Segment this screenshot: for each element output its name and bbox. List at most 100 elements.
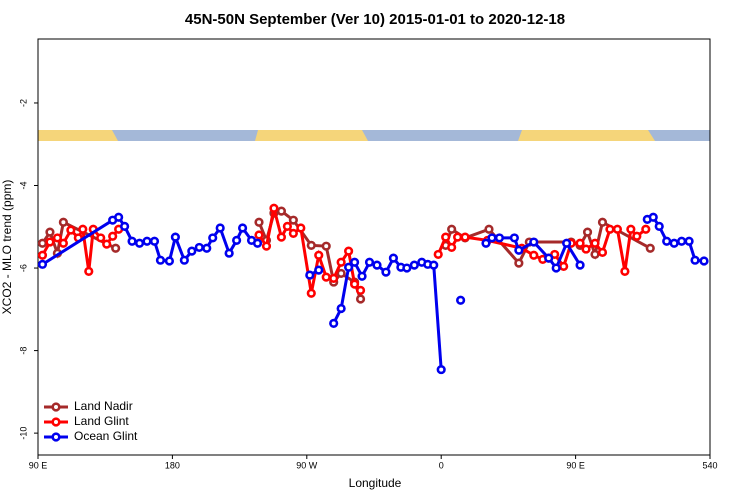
- point: [344, 246, 354, 256]
- point: [45, 227, 55, 237]
- point: [575, 238, 585, 248]
- point: [441, 232, 451, 242]
- point: [662, 236, 672, 246]
- point: [436, 364, 446, 375]
- point: [269, 203, 279, 213]
- point: [314, 250, 324, 260]
- point: [529, 237, 539, 247]
- point: [409, 260, 419, 270]
- point: [581, 244, 591, 254]
- point: [78, 224, 88, 234]
- point: [170, 232, 180, 242]
- point: [120, 221, 130, 231]
- point: [453, 232, 463, 242]
- point: [58, 238, 68, 248]
- point: [321, 241, 331, 251]
- point: [620, 266, 630, 276]
- point: [276, 232, 287, 242]
- y-tick-label: -2: [18, 99, 28, 107]
- point: [494, 233, 505, 243]
- y-tick-label: -8: [18, 347, 28, 355]
- legend-marker: [51, 417, 61, 427]
- point: [282, 221, 292, 231]
- point: [224, 248, 234, 258]
- point: [529, 250, 539, 260]
- plot-frame: [37, 38, 711, 456]
- point: [149, 236, 160, 246]
- point: [509, 233, 519, 243]
- point: [690, 255, 700, 265]
- point: [179, 255, 189, 265]
- point: [84, 266, 94, 276]
- point: [402, 263, 412, 273]
- point: [96, 233, 106, 243]
- point: [58, 217, 68, 227]
- point: [559, 261, 569, 271]
- series: [37, 212, 709, 375]
- point: [37, 259, 48, 269]
- point: [134, 238, 145, 248]
- chart-title: 45N-50N September (Ver 10) 2015-01-01 to…: [185, 11, 565, 28]
- point: [344, 262, 354, 272]
- x-tick-label: 0: [439, 460, 444, 470]
- point: [349, 279, 360, 289]
- point: [164, 256, 175, 266]
- point: [142, 236, 152, 246]
- point: [329, 318, 339, 328]
- point: [349, 257, 360, 267]
- legend-marker: [51, 402, 61, 412]
- y-tick-label: -4: [18, 182, 28, 190]
- point: [37, 238, 48, 248]
- point: [487, 233, 497, 243]
- map-strip: [38, 130, 710, 141]
- point: [45, 237, 55, 247]
- point: [447, 224, 457, 234]
- point: [102, 239, 112, 249]
- point: [276, 206, 287, 216]
- point: [654, 221, 664, 231]
- point: [460, 232, 470, 242]
- point: [254, 217, 264, 227]
- point: [429, 260, 439, 270]
- point: [194, 242, 204, 253]
- point: [288, 215, 298, 225]
- point: [336, 303, 346, 314]
- point: [677, 236, 687, 246]
- point: [562, 238, 572, 248]
- x-axis-label: Longitude: [349, 476, 402, 490]
- point: [456, 295, 466, 305]
- point: [261, 241, 272, 251]
- point: [357, 271, 367, 281]
- point: [481, 238, 491, 248]
- point: [208, 233, 218, 243]
- series: [37, 203, 651, 298]
- point: [582, 227, 593, 237]
- legend-label: Land Nadir: [74, 399, 133, 413]
- point: [605, 224, 615, 234]
- point: [296, 223, 306, 233]
- point: [127, 236, 137, 246]
- point: [306, 288, 316, 298]
- point: [329, 273, 339, 283]
- point: [111, 243, 121, 253]
- point: [699, 256, 709, 266]
- point: [252, 238, 263, 248]
- point: [66, 225, 76, 235]
- point: [314, 265, 324, 275]
- y-tick-label: -10: [18, 427, 28, 440]
- point: [433, 249, 443, 260]
- point: [215, 223, 225, 233]
- point: [641, 224, 651, 234]
- x-tick-label: 90 E: [566, 460, 585, 470]
- point: [514, 245, 524, 255]
- point: [305, 270, 315, 280]
- y-tick-label: -6: [18, 264, 28, 272]
- x-tick-label: 90 W: [296, 460, 318, 470]
- point: [355, 294, 366, 304]
- point: [575, 260, 585, 270]
- point: [669, 238, 679, 248]
- point: [551, 263, 561, 273]
- point: [514, 258, 524, 268]
